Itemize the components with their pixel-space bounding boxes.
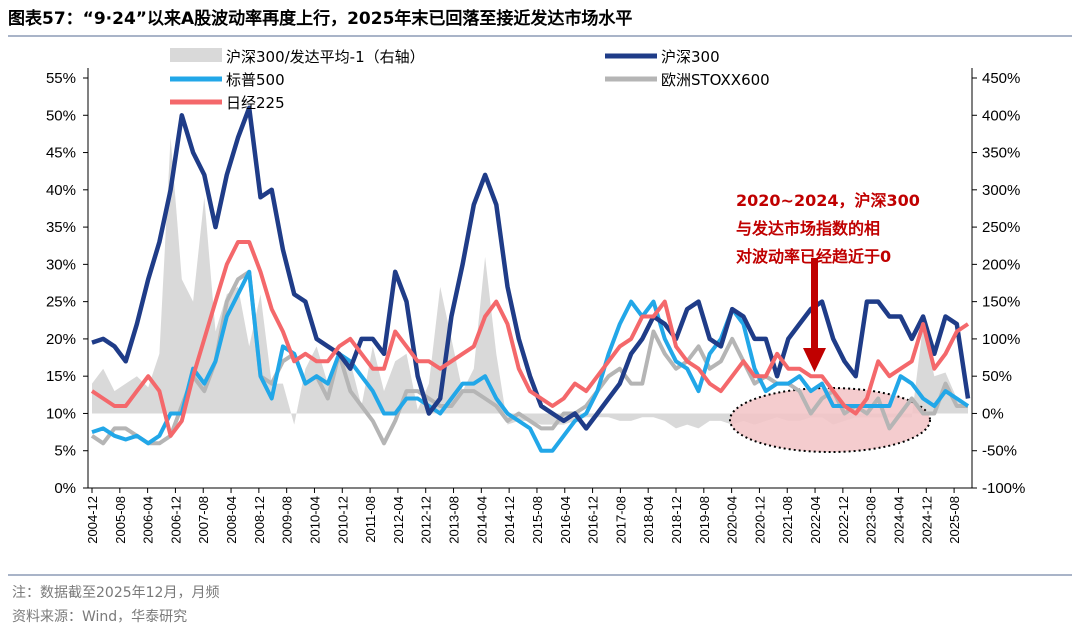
annotation-arrow-shaft — [811, 258, 818, 350]
x-tick-label: 2004-12 — [85, 496, 100, 544]
left-tick-label: 45% — [46, 145, 76, 162]
annotation-line: 与发达市场指数的相 — [736, 219, 880, 238]
x-tick-label: 2022-04 — [808, 496, 823, 544]
x-tick-label: 2024-04 — [891, 496, 906, 544]
right-tick-label: 350% — [982, 145, 1020, 162]
series-line-2 — [91, 269, 970, 453]
series-line-1 — [91, 105, 971, 431]
x-tick-label: 2023-08 — [864, 496, 879, 544]
legend-relative-vol-swatch — [170, 48, 222, 62]
x-tick-label: 2025-08 — [947, 496, 962, 544]
x-tick-label: 2016-12 — [586, 496, 601, 544]
chart-title: 图表57：“9·24”以来A股波动率再度上行，2025年末已回落至接近发达市场水… — [8, 9, 633, 29]
left-tick-label: 55% — [46, 70, 76, 87]
legend-csi300-label: 沪深300 — [661, 48, 720, 66]
left-tick-label: 0% — [54, 480, 76, 497]
x-tick-label: 2012-04 — [391, 496, 406, 544]
annotation-arrow-head — [803, 348, 826, 372]
left-tick-label: 20% — [46, 331, 76, 348]
right-tick-label: 300% — [982, 182, 1020, 199]
x-tick-label: 2017-08 — [613, 496, 628, 544]
x-tick-label: 2014-04 — [474, 496, 489, 544]
left-tick-label: 35% — [46, 219, 76, 236]
x-tick-label: 2010-04 — [307, 496, 322, 544]
footnote: 注：数据截至2025年12月，月频 — [12, 585, 220, 601]
x-tick-label: 2022-12 — [836, 496, 851, 544]
x-tick-label: 2024-12 — [919, 496, 934, 544]
series-line-3 — [90, 269, 968, 446]
x-tick-label: 2010-12 — [335, 496, 350, 544]
x-tick-label: 2013-08 — [447, 496, 462, 544]
right-tick-label: 200% — [982, 256, 1020, 273]
x-tick-label: 2018-12 — [669, 496, 684, 544]
source-note: 资料来源：Wind，华泰研究 — [12, 609, 188, 625]
x-tick-label: 2012-12 — [419, 496, 434, 544]
right-tick-label: 150% — [982, 294, 1020, 311]
title-divider — [8, 35, 1072, 37]
x-tick-label: 2014-12 — [502, 496, 517, 544]
legend-nikkei225-label: 日经225 — [226, 94, 285, 112]
annotation-line: 2020~2024，沪深300 — [736, 191, 920, 210]
x-tick-label: 2008-12 — [252, 496, 267, 544]
x-tick-label: 2005-08 — [113, 496, 128, 544]
x-tick-label: 2020-04 — [725, 496, 740, 544]
left-tick-label: 15% — [46, 368, 76, 385]
legend-sp500-label: 标普500 — [226, 71, 285, 89]
annotation-line: 对波动率已经趋近于0 — [736, 247, 891, 266]
right-tick-label: 50% — [982, 368, 1012, 385]
right-tick-label: -100% — [982, 480, 1025, 497]
right-tick-label: 100% — [982, 331, 1020, 348]
left-tick-label: 50% — [46, 107, 76, 124]
x-tick-label: 2008-04 — [224, 496, 239, 544]
x-tick-label: 2018-04 — [641, 496, 656, 544]
right-tick-label: 250% — [982, 219, 1020, 236]
left-tick-label: 25% — [46, 294, 76, 311]
right-tick-label: 0% — [982, 405, 1004, 422]
x-tick-label: 2011-08 — [363, 496, 378, 543]
x-tick-label: 2006-12 — [168, 496, 183, 544]
plot-area: 0% 5% 10% 15% 20% 25% 30% 35% 40% 45% 50% 55% -100% -… — [46, 48, 1025, 544]
x-tick-label: 2007-08 — [196, 496, 211, 544]
x-tick-label: 2006-04 — [141, 496, 156, 544]
x-tick-label: 2021-08 — [780, 496, 795, 544]
series-area-relative-vol — [92, 137, 968, 429]
left-tick-label: 40% — [46, 182, 76, 199]
left-tick-label: 10% — [46, 405, 76, 422]
x-tick-label: 2020-12 — [752, 496, 767, 544]
x-tick-label: 2015-08 — [530, 496, 545, 544]
right-tick-label: -50% — [982, 443, 1017, 460]
right-tick-label: 450% — [982, 70, 1020, 87]
left-tick-label: 5% — [54, 443, 76, 460]
legend-relative-vol-label: 沪深300/发达平均-1（右轴） — [226, 48, 425, 66]
x-tick-label: 2009-08 — [280, 496, 295, 544]
series-line-4 — [90, 240, 970, 438]
left-tick-label: 30% — [46, 256, 76, 273]
legend-stoxx600-label: 欧洲STOXX600 — [661, 71, 770, 89]
x-tick-label: 2019-08 — [697, 496, 712, 544]
x-tick-label: 2016-04 — [558, 496, 573, 544]
right-tick-label: 400% — [982, 107, 1020, 124]
footer-divider — [8, 574, 1072, 576]
